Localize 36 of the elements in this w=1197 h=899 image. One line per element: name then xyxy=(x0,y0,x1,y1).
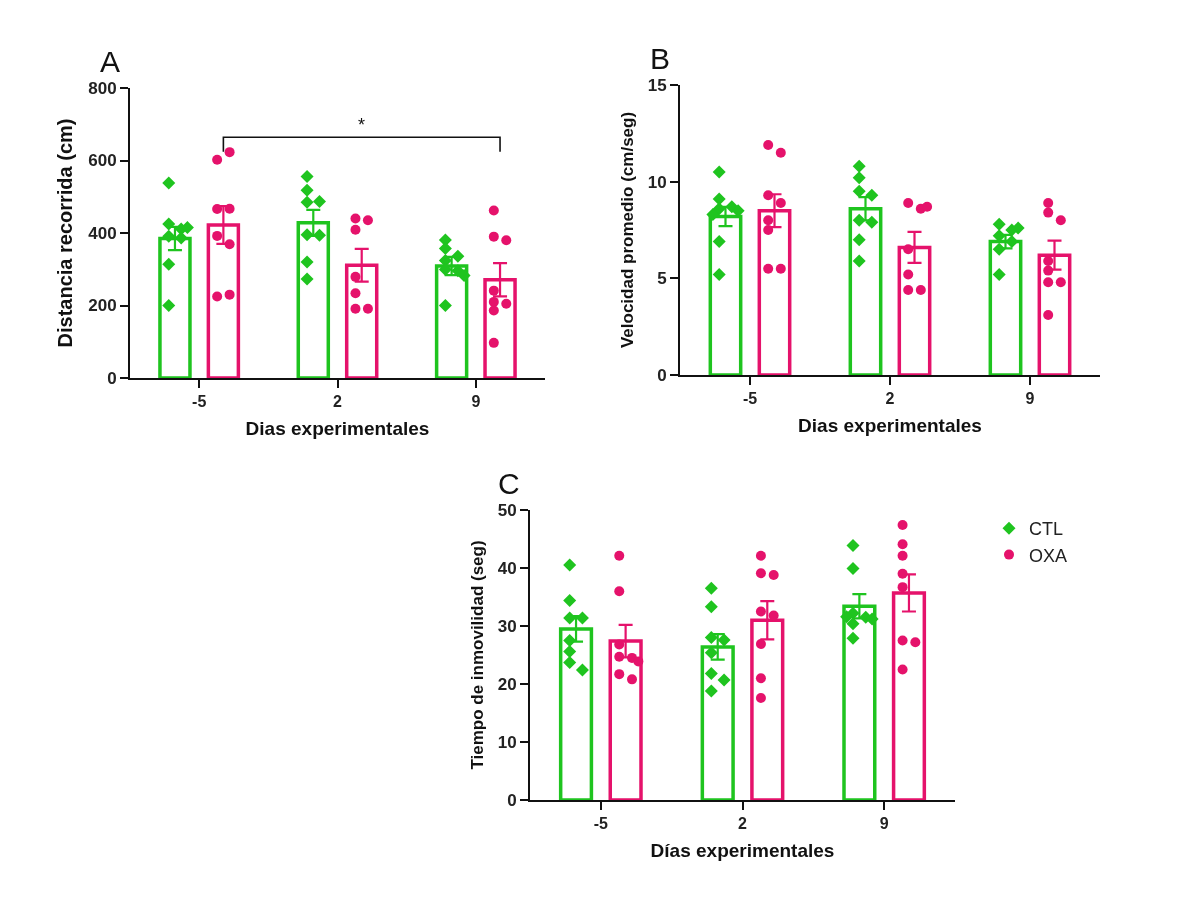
y-axis-title: Velocidad promedio (cm/seg) xyxy=(617,111,637,349)
text: A xyxy=(100,45,121,78)
x-tick-label: -5 xyxy=(192,393,207,411)
y-tick-label: 20 xyxy=(497,674,517,694)
x-tick-label: -5 xyxy=(742,390,758,408)
y-axis-title: Distancia recorrida (cm) xyxy=(54,118,77,348)
y-tick-label: 0 xyxy=(657,365,667,385)
y-tick-label: 0 xyxy=(107,368,117,388)
x-tick-label: 2 xyxy=(885,390,895,408)
y-tick-label: 800 xyxy=(88,78,117,98)
y-tick-label: 600 xyxy=(88,151,117,171)
x-axis-title: Dias experimentales xyxy=(245,417,430,439)
y-tick-label: 10 xyxy=(497,732,517,752)
y-tick-label: 15 xyxy=(647,75,667,95)
y-tick-label: 5 xyxy=(657,269,667,289)
x-tick-label: 2 xyxy=(738,815,748,833)
x-axis-title: Días experimentales xyxy=(650,839,835,861)
x-tick-label: 2 xyxy=(333,393,343,411)
y-tick-label: 10 xyxy=(647,172,667,192)
y-tick-label: 40 xyxy=(497,558,517,578)
text: C xyxy=(498,467,520,500)
x-tick-label: -5 xyxy=(593,815,609,833)
y-tick-label: 0 xyxy=(507,790,517,810)
annotation: * xyxy=(358,115,366,135)
y-tick-label: 50 xyxy=(497,500,517,520)
x-tick-label: 9 xyxy=(879,815,889,833)
y-axis-title: Tiempo de inmovilidad (seg) xyxy=(467,540,487,770)
x-tick-label: 9 xyxy=(1025,390,1035,408)
legend-label: CTL xyxy=(1029,519,1064,540)
x-tick-label: 9 xyxy=(471,393,481,411)
legend-label: OXA xyxy=(1029,545,1068,566)
x-axis-title: Dias experimentales xyxy=(798,414,982,436)
y-tick-label: 200 xyxy=(88,296,117,316)
text: B xyxy=(650,42,671,75)
y-tick-label: 400 xyxy=(88,223,117,243)
y-tick-label: 30 xyxy=(497,616,517,636)
